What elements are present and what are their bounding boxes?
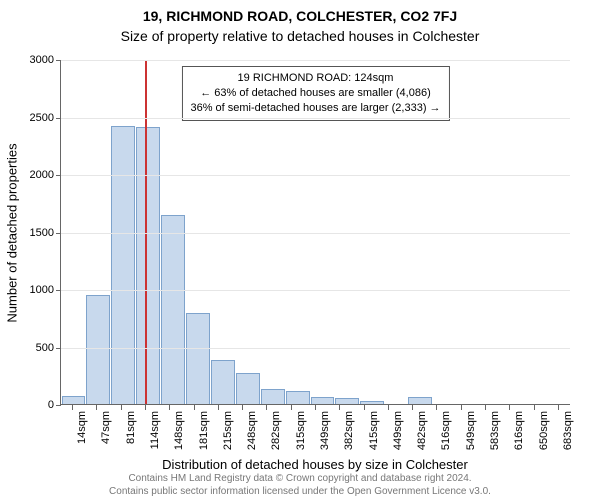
x-tick-mark (461, 405, 462, 410)
footer-line-2: Contains public sector information licen… (0, 486, 600, 499)
x-tick-mark (291, 405, 292, 410)
histogram-bar (286, 391, 310, 404)
y-tick-mark (56, 60, 61, 61)
y-tick-mark (56, 290, 61, 291)
footer: Contains HM Land Registry data © Crown c… (0, 473, 600, 498)
x-tick-label: 583sqm (489, 411, 501, 450)
annotation-line-2: ← 63% of detached houses are smaller (4,… (190, 86, 440, 101)
gridline (61, 175, 570, 176)
x-tick-label: 114sqm (149, 411, 161, 449)
x-tick-label: 616sqm (513, 411, 525, 450)
histogram-bar (311, 397, 335, 404)
y-tick-label: 2000 (14, 169, 54, 181)
x-tick-label: 516sqm (440, 411, 452, 450)
x-tick-label: 248sqm (246, 411, 258, 450)
x-tick-mark (558, 405, 559, 410)
y-tick-mark (56, 348, 61, 349)
histogram-bar (408, 397, 432, 404)
histogram-bar (211, 360, 235, 404)
y-tick-mark (56, 118, 61, 119)
x-tick-mark (242, 405, 243, 410)
histogram-bar (111, 126, 135, 404)
x-tick-label: 650sqm (538, 411, 550, 450)
histogram-bar (186, 313, 210, 404)
x-tick-label: 415sqm (368, 411, 380, 450)
x-ticks-container: Distribution of detached houses by size … (60, 405, 570, 465)
page-root: 19, RICHMOND ROAD, COLCHESTER, CO2 7FJ S… (0, 0, 600, 500)
x-tick-label: 382sqm (343, 411, 355, 450)
histogram-bar (236, 373, 260, 404)
x-tick-mark (388, 405, 389, 410)
x-tick-label: 482sqm (416, 411, 428, 450)
x-tick-label: 549sqm (465, 411, 477, 450)
x-tick-mark (509, 405, 510, 410)
gridline (61, 233, 570, 234)
y-tick-label: 1500 (14, 227, 54, 239)
x-tick-label: 181sqm (198, 411, 210, 450)
x-tick-mark (485, 405, 486, 410)
y-tick-label: 1000 (14, 284, 54, 296)
histogram-bar (136, 127, 160, 404)
x-tick-mark (436, 405, 437, 410)
y-tick-mark (56, 233, 61, 234)
histogram-bar (335, 398, 359, 404)
gridline (61, 60, 570, 61)
annotation-box: 19 RICHMOND ROAD: 124sqm ← 63% of detach… (181, 66, 449, 121)
x-axis-label: Distribution of detached houses by size … (162, 457, 468, 472)
y-tick-label: 0 (14, 399, 54, 411)
gridline (61, 348, 570, 349)
histogram-bar (86, 295, 110, 404)
x-tick-mark (218, 405, 219, 410)
histogram-bar (62, 396, 86, 404)
gridline (61, 290, 570, 291)
x-tick-label: 449sqm (392, 411, 404, 450)
x-tick-label: 349sqm (319, 411, 331, 450)
x-tick-mark (339, 405, 340, 410)
x-tick-label: 315sqm (295, 411, 307, 450)
x-tick-mark (534, 405, 535, 410)
histogram-bar (161, 215, 185, 404)
x-tick-mark (145, 405, 146, 410)
x-tick-mark (266, 405, 267, 410)
y-tick-mark (56, 175, 61, 176)
x-tick-mark (169, 405, 170, 410)
main-title: 19, RICHMOND ROAD, COLCHESTER, CO2 7FJ (0, 0, 600, 24)
x-tick-label: 282sqm (270, 411, 282, 450)
x-tick-label: 148sqm (173, 411, 185, 450)
annotation-line-1: 19 RICHMOND ROAD: 124sqm (190, 71, 440, 86)
histogram-chart: Number of detached properties 19 RICHMON… (60, 60, 570, 405)
x-tick-label: 215sqm (222, 411, 234, 450)
histogram-bar (261, 389, 285, 404)
x-tick-mark (315, 405, 316, 410)
gridline (61, 118, 570, 119)
x-tick-mark (96, 405, 97, 410)
plot-area: 19 RICHMOND ROAD: 124sqm ← 63% of detach… (60, 60, 570, 405)
x-tick-mark (364, 405, 365, 410)
x-tick-label: 81sqm (125, 411, 137, 444)
footer-line-1: Contains HM Land Registry data © Crown c… (0, 473, 600, 486)
x-tick-mark (121, 405, 122, 410)
x-tick-mark (194, 405, 195, 410)
histogram-bar (360, 401, 384, 404)
x-tick-label: 47sqm (100, 411, 112, 444)
x-tick-mark (412, 405, 413, 410)
y-tick-label: 500 (14, 342, 54, 354)
x-tick-mark (72, 405, 73, 410)
x-tick-label: 683sqm (562, 411, 574, 450)
y-tick-label: 2500 (14, 112, 54, 124)
subtitle: Size of property relative to detached ho… (0, 24, 600, 50)
y-tick-label: 3000 (14, 54, 54, 66)
annotation-line-3: 36% of semi-detached houses are larger (… (190, 101, 440, 116)
x-tick-label: 14sqm (76, 411, 88, 444)
